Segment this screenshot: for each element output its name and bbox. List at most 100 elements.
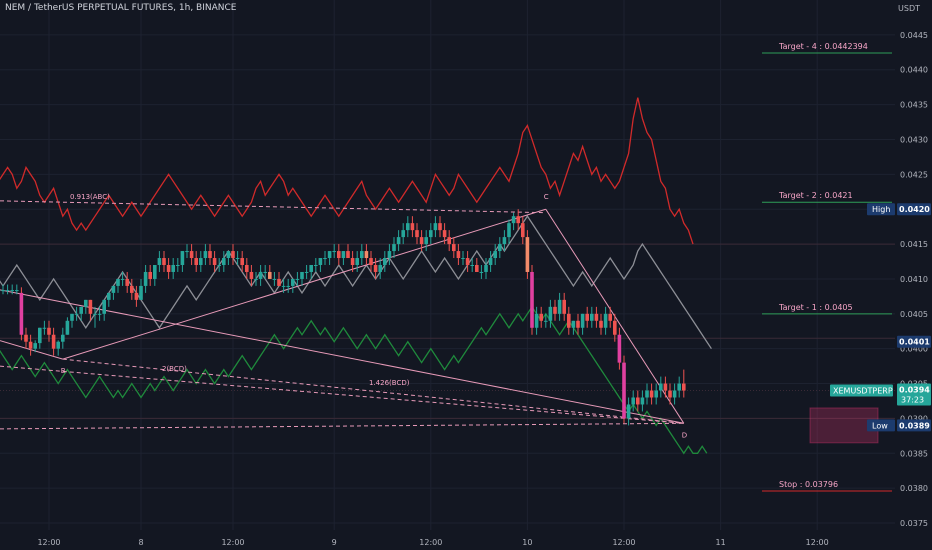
candle-body	[433, 223, 438, 231]
price-tick-label: 0.0440	[900, 66, 928, 75]
candle-body	[576, 320, 580, 328]
candle-body	[590, 313, 594, 321]
candle-body	[180, 251, 185, 265]
time-tick-label: 12:00	[221, 538, 244, 547]
candle-body	[38, 327, 42, 344]
candle-body	[355, 258, 359, 265]
candle-body	[369, 258, 373, 265]
candle-body	[56, 341, 60, 349]
candle-body	[254, 278, 258, 280]
time-tick-label: 12:00	[37, 538, 60, 547]
candle-body	[383, 258, 387, 265]
candle-body	[599, 320, 603, 328]
pattern-point-label: D	[682, 431, 687, 439]
candle-body	[580, 313, 585, 328]
time-tick-label: 8	[138, 538, 143, 547]
candle-body	[272, 278, 277, 280]
price-badge-tag: High	[872, 205, 890, 214]
indicator-line-1	[0, 215, 712, 350]
candle-body	[102, 299, 106, 314]
candle-body	[645, 390, 649, 398]
current-price-bg	[897, 383, 931, 406]
candle-body	[88, 299, 93, 314]
candle-body	[199, 258, 203, 265]
candle-body	[654, 390, 658, 398]
candle-body	[585, 313, 589, 321]
candle-body	[341, 251, 346, 259]
candle-body	[332, 251, 336, 253]
price-tick-label: 0.0390	[900, 414, 928, 423]
candle-body	[350, 258, 355, 265]
candle-body	[148, 271, 152, 279]
candle-body	[240, 258, 244, 265]
price-tick-label: 0.0445	[900, 31, 928, 40]
candle-body	[659, 383, 663, 391]
target-level-label: Stop : 0.03796	[779, 480, 838, 489]
price-badge-bg	[897, 419, 931, 432]
candle-body	[171, 265, 175, 272]
target-level-label: Target - 1 : 0.0405	[778, 303, 853, 312]
candle-body	[396, 237, 401, 245]
candle-body	[47, 327, 51, 335]
candle-body	[327, 251, 332, 259]
candle-body	[291, 278, 295, 286]
candle-body	[258, 271, 263, 279]
candle-body	[360, 251, 364, 259]
candle-body	[677, 383, 681, 391]
candle-body	[622, 362, 626, 419]
candle-body	[42, 327, 47, 329]
price-badge-bg	[897, 335, 931, 348]
currency-label: USDT	[898, 4, 920, 13]
target-level-label: Target - 4 : 0.0442394	[778, 42, 868, 51]
candle-body	[479, 271, 484, 273]
candle-body	[304, 271, 309, 273]
candle-body	[521, 223, 525, 238]
candle-body	[511, 216, 516, 224]
pattern-line-xd	[0, 289, 684, 424]
candle-body	[28, 341, 33, 349]
candle-body	[493, 251, 497, 259]
price-axis-bg	[895, 0, 932, 550]
candle-body	[24, 334, 28, 342]
candle-body	[636, 397, 640, 405]
candle-body	[61, 334, 65, 342]
candle-body	[166, 265, 171, 272]
candle-body	[116, 278, 120, 286]
price-tick-label: 0.0400	[900, 345, 928, 354]
pattern-line-bc	[62, 208, 546, 360]
candle-body	[608, 313, 612, 321]
candle-body	[534, 313, 539, 328]
indicator-line-2	[0, 305, 708, 455]
pattern-point-label: B	[61, 367, 66, 375]
candle-body	[286, 285, 290, 287]
candle-body	[263, 271, 267, 273]
candle-body	[33, 343, 37, 349]
candle-body	[603, 313, 608, 328]
candle-body	[484, 265, 488, 272]
pattern-point-label: C	[544, 193, 549, 201]
candle-body	[682, 383, 686, 391]
price-badge-value: 0.0420	[899, 205, 930, 214]
price-badge-tag: Low	[872, 421, 888, 430]
candle-body	[19, 292, 24, 335]
candle-body	[373, 265, 378, 272]
candle-body	[65, 320, 70, 335]
candle-body	[1, 290, 5, 292]
candle-body	[157, 258, 162, 265]
candle-body	[231, 251, 235, 259]
candle-body	[143, 271, 148, 286]
candle-body	[498, 244, 502, 252]
candle-body	[594, 313, 599, 321]
price-badge-value: 0.0401	[899, 338, 930, 347]
symbol-tag: XEMUSDTPERP	[833, 387, 893, 396]
candle-body	[153, 265, 157, 279]
candle-body	[281, 285, 286, 287]
candle-body	[125, 278, 129, 286]
price-tick-label: 0.0415	[900, 240, 928, 249]
candle-body	[571, 320, 576, 328]
bar-countdown: 37:23	[901, 396, 924, 405]
price-tick-label: 0.0385	[900, 449, 928, 458]
time-tick-label: 9	[332, 538, 337, 547]
candle-body	[235, 258, 240, 260]
